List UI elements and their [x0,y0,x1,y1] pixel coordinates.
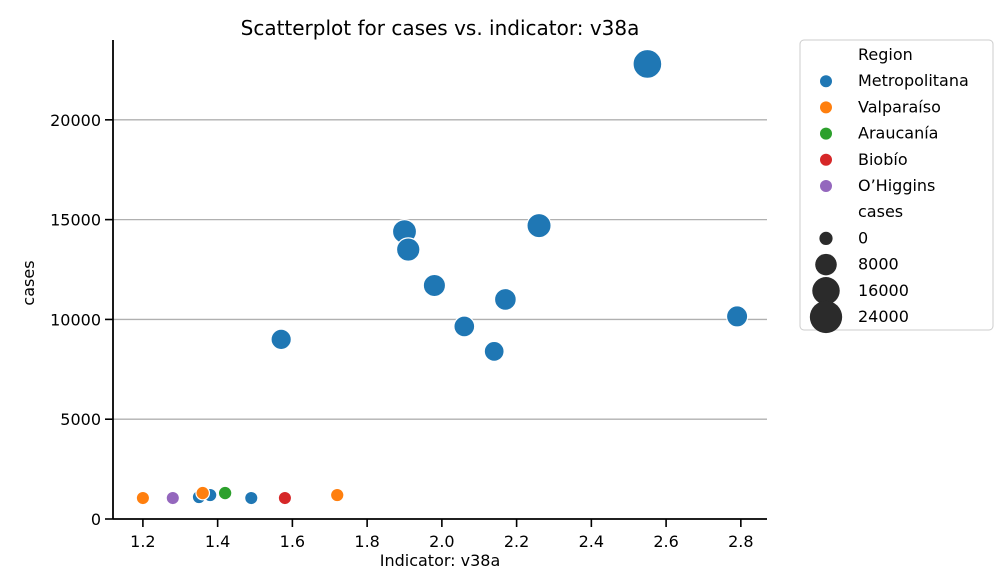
legend-box [799,39,994,331]
x-tick-label: 2.2 [504,532,529,551]
x-tick-label: 1.2 [130,532,155,551]
x-tick-label: 2.6 [653,532,678,551]
legend-size-marker [812,277,840,305]
legend-size-marker [809,300,843,334]
data-point [526,212,552,239]
y-tick-label: 15000 [50,211,101,230]
x-axis-label: Indicator: v38a [380,551,501,570]
data-point [217,485,233,501]
legend-title-cases: cases [858,202,903,221]
legend: Region Metropolitana Valparaíso Araucanía Bi… [799,39,994,334]
axes: 0 5000 10000 15000 20000 1.2 1.4 1.6 1.8 2.0 2.2 2.… [50,40,767,551]
legend-label: Araucanía [858,124,938,143]
y-tick-label: 0 [91,510,101,529]
chart-title: Scatterplot for cases vs. indicator: v38… [241,16,640,40]
data-point [244,490,259,506]
legend-size-label: 8000 [858,255,899,274]
x-tick-label: 1.8 [354,532,379,551]
y-tick-label: 5000 [60,410,101,429]
legend-label: Valparaíso [858,97,941,116]
legend-marker [820,153,832,166]
legend-size-marker [815,253,837,276]
data-point [632,48,663,79]
legend-label: O’Higgins [858,176,935,195]
y-axis-label: cases [19,260,38,305]
x-tick-label: 1.6 [280,532,305,551]
x-tick-label: 2.0 [429,532,454,551]
data-point [135,490,151,506]
data-point [395,237,421,262]
legend-label: Metropolitana [858,71,969,90]
legend-size-marker [819,231,833,245]
y-tick-label: 10000 [50,310,101,329]
data-point [483,340,505,362]
legend-size-label: 0 [858,228,868,247]
x-tick-label: 2.8 [728,532,753,551]
legend-marker [820,101,832,114]
legend-label: Biobío [858,150,908,169]
data-point [329,487,345,503]
legend-size-label: 24000 [858,307,909,326]
data-point [270,328,292,351]
legend-size-label: 16000 [858,281,909,300]
legend-marker [820,127,832,140]
data-point [493,287,517,311]
data-point [195,485,211,501]
x-tick-label: 1.4 [205,532,230,551]
grid-lines [113,119,767,420]
legend-marker [820,180,832,192]
data-point [453,315,476,338]
y-tick-label: 20000 [50,111,101,130]
legend-title-region: Region [858,45,913,64]
data-point [725,305,749,328]
legend-marker [820,75,832,88]
data-point [165,490,181,506]
x-tick-label: 2.4 [579,532,604,551]
data-points [135,48,749,506]
data-point [422,273,447,298]
data-point [277,490,293,506]
